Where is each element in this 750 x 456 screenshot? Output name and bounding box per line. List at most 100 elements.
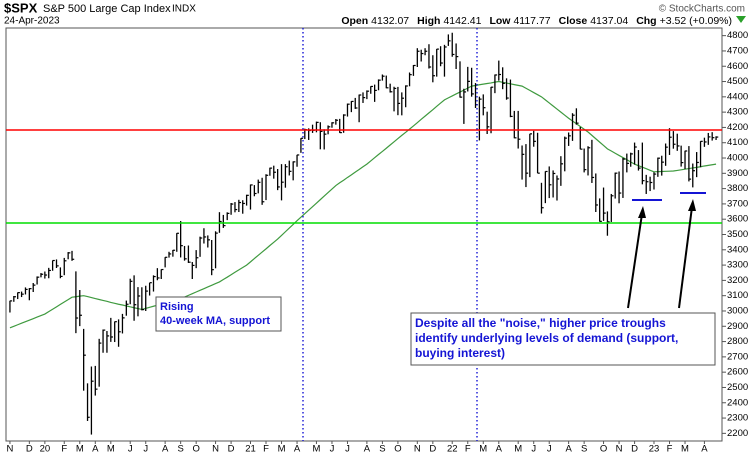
y-tick-label: 2600 [727, 367, 748, 378]
annotation-box [155, 296, 282, 332]
x-tick-label: 21 [245, 444, 256, 455]
y-tick-label: 3200 [727, 275, 748, 286]
quote-value: 4142.41 [443, 15, 481, 27]
quote-label: Low [489, 15, 511, 27]
y-tick-label: 4600 [727, 61, 748, 72]
x-tick-label: M [312, 444, 320, 455]
quote-label: Close [559, 15, 588, 27]
x-tick-label: A [162, 444, 169, 455]
y-tick-label: 2700 [727, 351, 748, 362]
symbol: $SPX [4, 0, 38, 15]
annotation: Rising [160, 301, 194, 313]
x-tick-label: M [107, 444, 115, 455]
x-tick-label: A [364, 444, 371, 455]
y-tick-label: 4400 [727, 91, 748, 102]
y-tick-label: 4100 [727, 137, 748, 148]
x-tick-label: A [294, 444, 301, 455]
subtitle: S&P 500 Large Cap Index [43, 3, 171, 15]
y-tick-label: 3600 [727, 214, 748, 225]
x-tick-label: S [379, 444, 385, 455]
annotation-box [410, 312, 716, 366]
x-tick-label: F [465, 444, 471, 455]
y-tick-label: 4800 [727, 30, 748, 41]
x-tick-label: M [681, 444, 689, 455]
moving-average [9, 80, 717, 329]
annotation: Despite all the "noise," higher price tr… [415, 316, 666, 330]
y-tick-label: 3900 [727, 168, 748, 179]
x-tick-label: N [414, 444, 421, 455]
y-tick-label: 3700 [727, 198, 748, 209]
y-tick-label: 3100 [727, 290, 748, 301]
x-tick-label: A [496, 444, 503, 455]
y-tick-label: 2200 [727, 428, 748, 439]
x-tick-label: A [701, 444, 708, 455]
quote-line: Open 4132.07 High 4142.41 Low 4117.77 Close 413… [341, 15, 732, 27]
x-tick-label: N [7, 444, 14, 455]
y-tick-label: 4200 [727, 122, 748, 133]
quote-value: 4132.07 [371, 15, 409, 27]
y-tick-label: 3500 [727, 229, 748, 240]
x-tick-label: N [616, 444, 623, 455]
x-tick-label: D [228, 444, 235, 455]
quote-value: +3.52 (+0.09%) [660, 15, 732, 27]
x-tick-label: J [547, 444, 552, 455]
x-tick-label: O [600, 444, 607, 455]
x-tick-label: J [128, 444, 133, 455]
x-tick-label: F [667, 444, 673, 455]
y-tick-label: 4300 [727, 107, 748, 118]
x-tick-label: A [565, 444, 572, 455]
y-tick-label: 3000 [727, 305, 748, 316]
x-tick-label: J [345, 444, 350, 455]
y-tick-label: 3300 [727, 260, 748, 271]
x-tick-label: F [61, 444, 67, 455]
y-tick-label: 3800 [727, 183, 748, 194]
arrow-head [688, 199, 696, 211]
arrow-head [638, 206, 646, 218]
y-tick-label: 4700 [727, 45, 748, 56]
x-tick-label: D [429, 444, 436, 455]
x-tick-label: S [177, 444, 183, 455]
exchange: INDX [172, 4, 196, 15]
y-tick-label: 2300 [727, 413, 748, 424]
x-tick-label: M [514, 444, 522, 455]
quote-label: Chg [636, 15, 656, 27]
y-tick-label: 2500 [727, 382, 748, 393]
x-tick-label: M [479, 444, 487, 455]
annotation: identify underlying levels of demand (su… [415, 331, 678, 345]
arrow [627, 213, 643, 309]
y-tick-label: 2400 [727, 397, 748, 408]
x-tick-label: F [263, 444, 269, 455]
x-tick-label: J [330, 444, 335, 455]
x-tick-label: A [92, 444, 99, 455]
x-tick-label: J [531, 444, 536, 455]
quote-value: 4117.77 [513, 15, 550, 27]
y-tick-label: 4500 [727, 76, 748, 87]
annotation: 40-week MA, support [160, 315, 270, 327]
x-tick-label: S [581, 444, 587, 455]
date: 24-Apr-2023 [4, 16, 60, 27]
y-tick-label: 2800 [727, 336, 748, 347]
x-tick-label: 22 [447, 444, 458, 455]
x-tick-label: M [278, 444, 286, 455]
x-tick-label: D [631, 444, 638, 455]
y-tick-label: 2900 [727, 321, 748, 332]
x-tick-label: O [394, 444, 401, 455]
x-tick-label: D [26, 444, 33, 455]
quote-value: 4137.04 [590, 15, 628, 27]
x-tick-label: M [76, 444, 84, 455]
quote-label: Open [341, 15, 368, 27]
plot-frame [5, 27, 723, 442]
x-tick-label: 23 [649, 444, 660, 455]
x-tick-label: N [212, 444, 219, 455]
y-tick-label: 4000 [727, 153, 748, 164]
y-tick-label: 3400 [727, 244, 748, 255]
dropdown-icon[interactable] [736, 16, 746, 23]
x-tick-label: J [143, 444, 148, 455]
annotation: buying interest) [415, 346, 505, 360]
x-tick-label: 20 [40, 444, 51, 455]
x-tick-label: O [192, 444, 199, 455]
quote-label: High [417, 15, 440, 27]
plot-area: 2200 2300 2400 2500 2600 2700 2800 2900 3000 3100… [7, 30, 749, 454]
